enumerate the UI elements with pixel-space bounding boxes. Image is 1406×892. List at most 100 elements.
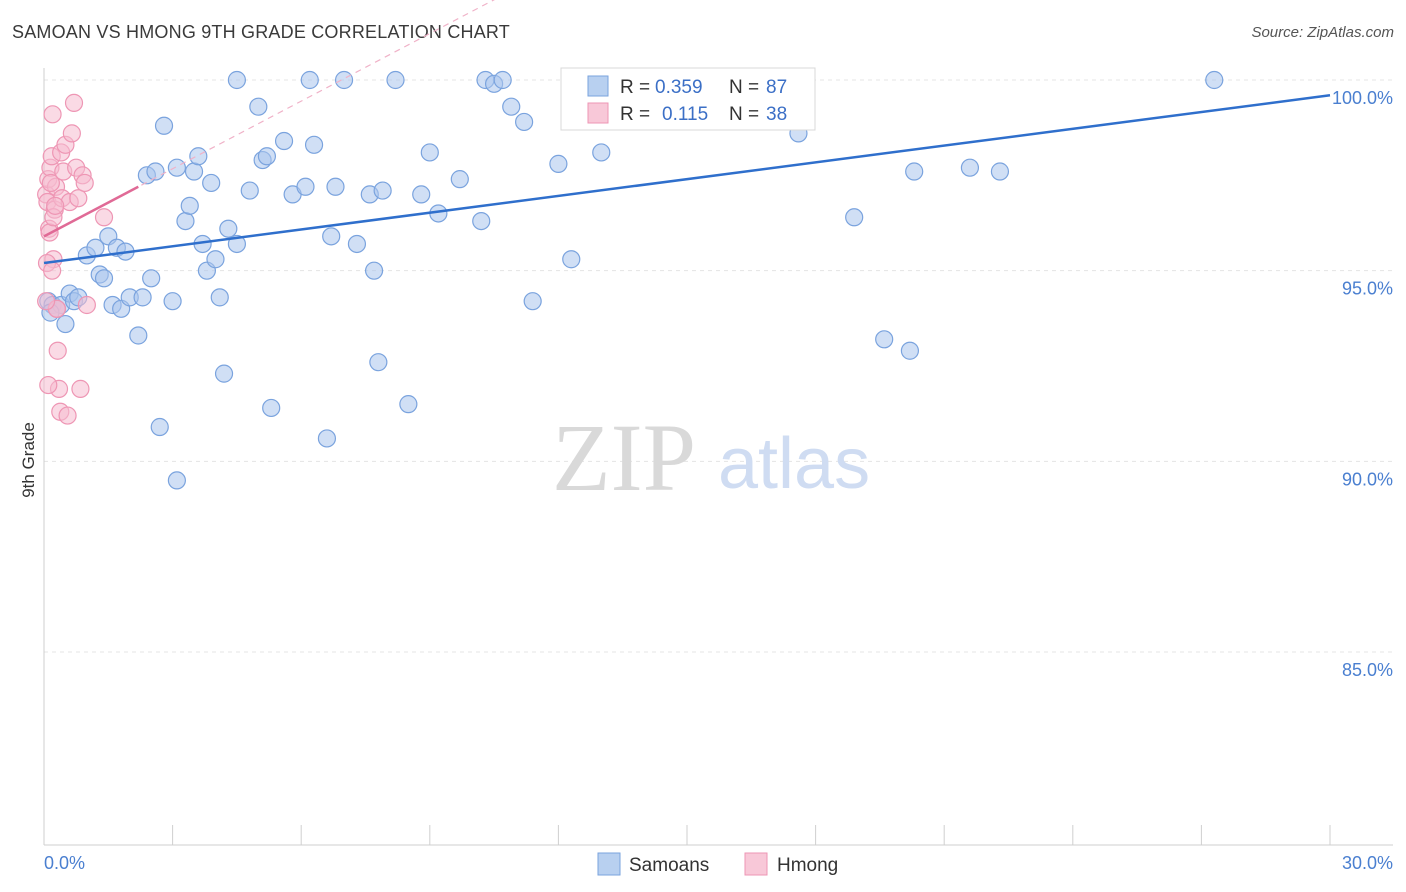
y-tick-label-2: 90.0% [1342,469,1393,489]
gridlines [44,79,1393,653]
legend-n-value-samoans: 87 [766,77,787,98]
point-samoans-38 [219,219,238,238]
watermark: ZIP atlas [552,404,870,511]
point-hmong-26 [75,173,94,193]
point-samoans-28 [176,211,195,231]
point-hmong-21 [64,93,84,112]
point-samoans-66 [472,211,491,231]
point-samoans-72 [523,292,542,311]
point-samoans-41 [240,181,259,200]
bottom-legend-swatch-hmong [744,852,768,876]
y-tick-label-1: 95.0% [1342,279,1393,299]
point-samoans-46 [274,131,294,151]
point-samoans-71 [515,112,534,132]
stats-legend: R = 0.359 N = 87 R = 0.115 N = 38 [560,67,816,131]
point-hmong-11 [48,341,67,360]
point-samoans-45 [262,398,281,418]
x-tick-label-max: 30.0% [1342,853,1393,873]
point-samoans-19 [133,288,152,307]
point-samoans-55 [347,234,367,254]
point-samoans-81 [900,341,920,360]
point-samoans-49 [300,70,319,90]
point-samoans-85 [1205,70,1224,90]
legend-swatch-samoans [587,75,609,97]
point-samoans-25 [163,292,182,311]
point-hmong-31 [41,173,60,193]
legend-r-value-hmong: 0.115 [662,104,708,125]
point-samoans-80 [875,330,894,349]
point-samoans-58 [369,353,388,372]
point-samoans-51 [317,429,337,448]
point-samoans-39 [227,234,246,254]
point-samoans-29 [180,196,199,215]
series-hmong-points [37,93,114,425]
point-hmong-6 [43,105,62,124]
bottom-legend-label-samoans: Samoans [629,855,709,876]
point-hmong-29 [39,375,58,395]
point-samoans-60 [386,70,405,90]
point-samoans-52 [322,227,341,246]
point-samoans-26 [167,158,186,177]
point-samoans-57 [364,261,384,280]
watermark-atlas: atlas [718,424,870,504]
point-samoans-35 [206,250,225,269]
y-axis-label: 9th Grade [19,422,38,498]
point-hmong-34 [46,196,65,215]
point-hmong-24 [71,379,90,398]
point-samoans-27 [167,471,186,490]
legend-n-value-hmong: 38 [766,104,787,125]
point-samoans-50 [304,135,324,154]
trend-hmong-extension [43,0,495,237]
point-samoans-83 [960,158,980,177]
y-tick-label-0: 100.0% [1332,88,1393,108]
point-samoans-23 [150,417,169,437]
point-samoans-54 [334,70,354,90]
legend-r-label-hmong: R = [620,104,650,125]
point-samoans-42 [249,97,268,116]
point-samoans-18 [129,326,148,345]
point-samoans-4 [56,314,75,334]
point-samoans-63 [420,143,439,162]
chart-source: Source: ZipAtlas.com [1251,24,1394,41]
series-legend: Samoans Hmong [597,852,838,876]
y-tick-label-3: 85.0% [1342,660,1393,680]
legend-n-label-hmong: N = [729,104,759,125]
trend-samoans [43,94,1331,265]
legend-swatch-hmong [587,102,609,124]
watermark-zip: ZIP [552,404,696,511]
point-samoans-21 [142,269,161,288]
point-hmong-36 [94,208,114,227]
legend-r-value-samoans: 0.359 [655,77,703,98]
point-hmong-23 [69,189,88,208]
point-samoans-40 [227,70,246,90]
point-samoans-61 [399,395,418,414]
point-samoans-65 [450,170,469,189]
trend-lines [43,0,1331,265]
point-samoans-36 [210,288,229,307]
point-samoans-48 [296,177,315,196]
point-samoans-74 [562,250,581,269]
point-samoans-30 [184,162,204,181]
point-hmong-37 [37,292,56,311]
trend-hmong [43,185,139,238]
point-samoans-73 [549,154,568,173]
y-tick-labels: 100.0% 95.0% 90.0% 85.0% [1332,88,1393,680]
point-samoans-69 [493,70,512,90]
point-samoans-70 [502,97,521,116]
point-samoans-75 [592,143,611,162]
point-samoans-84 [990,162,1010,181]
chart-title: SAMOAN VS HMONG 9TH GRADE CORRELATION CH… [12,22,510,42]
point-hmong-27 [77,295,96,315]
point-samoans-31 [189,147,208,166]
point-hmong-18 [58,406,77,425]
x-tick-label-min: 0.0% [44,853,85,873]
point-samoans-79 [845,208,864,227]
point-samoans-34 [202,173,221,193]
point-samoans-59 [373,181,392,200]
point-samoans-62 [412,185,431,204]
point-samoans-37 [214,364,234,383]
bottom-legend-label-hmong: Hmong [777,855,838,876]
bottom-legend-swatch-samoans [597,852,621,876]
point-samoans-53 [326,177,345,196]
